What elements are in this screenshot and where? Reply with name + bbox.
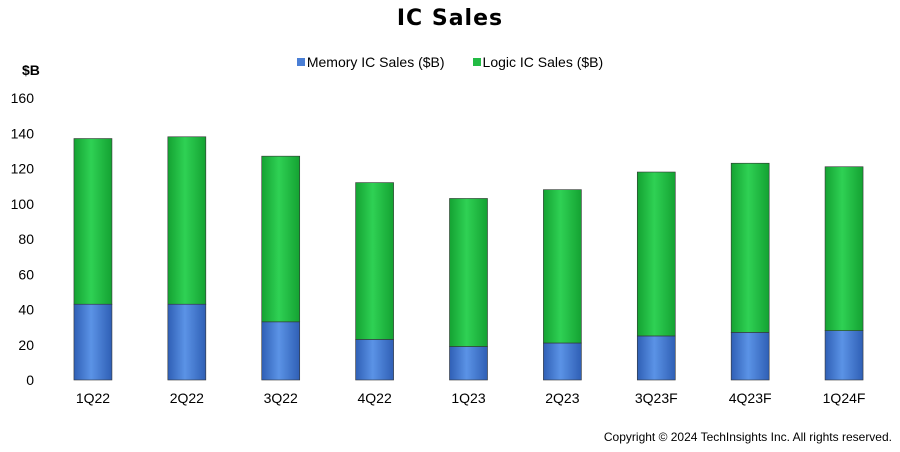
bar-memory-4Q22: [355, 339, 394, 381]
bar-series: [73, 136, 864, 381]
x-tick-label: 1Q24F: [823, 390, 866, 406]
legend: Memory IC Sales ($B) Logic IC Sales ($B): [0, 54, 900, 70]
bar-logic-1Q23: [449, 198, 488, 347]
bar-memory-1Q22: [73, 303, 113, 381]
y-tick-label: 160: [11, 90, 35, 106]
y-tick-label: 100: [11, 196, 35, 212]
bar-memory-1Q23: [449, 346, 488, 381]
x-tick-label: 2Q22: [170, 390, 204, 406]
x-tick-label: 4Q22: [357, 390, 391, 406]
y-tick-label: 60: [18, 266, 34, 282]
bar-logic-1Q22: [73, 138, 113, 305]
copyright-notice: Copyright © 2024 TechInsights Inc. All r…: [603, 430, 892, 444]
x-tick-label: 3Q23F: [635, 390, 678, 406]
bar-memory-2Q23: [543, 342, 582, 381]
bar-memory-3Q23F: [636, 335, 676, 381]
bar-logic-3Q23F: [636, 171, 676, 337]
y-tick-label: 80: [18, 231, 34, 247]
bar-logic-4Q23F: [730, 162, 770, 333]
bar-memory-1Q24F: [824, 330, 864, 381]
x-tick-label: 4Q23F: [729, 390, 772, 406]
legend-item-memory: Memory IC Sales ($B): [296, 54, 445, 70]
y-tick-label: 120: [11, 161, 35, 177]
y-tick-label: 20: [18, 337, 34, 353]
x-tick-label: 2Q23: [545, 390, 579, 406]
chart-title: IC Sales: [396, 6, 504, 31]
x-tick-label: 1Q23: [451, 390, 485, 406]
bar-logic-2Q22: [167, 136, 207, 305]
x-axis: 1Q22 2Q22 3Q22 4Q22 1Q23 2Q23 3Q23F 4Q23F 1Q24F: [76, 390, 866, 406]
y-axis: 0 20 40 60 80 100 120 140 160: [11, 90, 35, 388]
legend-item-logic: Logic IC Sales ($B): [472, 54, 604, 70]
legend-label-logic: Logic IC Sales ($B): [482, 54, 604, 70]
bar-memory-4Q23F: [730, 332, 770, 381]
bar-memory-2Q22: [167, 303, 207, 381]
y-tick-label: 40: [18, 302, 34, 318]
bar-logic-2Q23: [543, 189, 582, 344]
legend-label-memory: Memory IC Sales ($B): [306, 54, 445, 70]
legend-swatch-memory: [296, 58, 305, 66]
bar-memory-3Q22: [261, 321, 301, 381]
y-tick-label: 0: [26, 372, 34, 388]
x-tick-label: 1Q22: [76, 390, 110, 406]
bar-logic-3Q22: [261, 155, 301, 323]
bar-logic-1Q24F: [824, 166, 864, 331]
bar-logic-4Q22: [355, 182, 394, 340]
x-tick-label: 3Q22: [264, 390, 298, 406]
y-axis-label: $B: [22, 62, 40, 78]
legend-swatch-logic: [472, 58, 481, 66]
y-tick-label: 140: [11, 125, 35, 141]
